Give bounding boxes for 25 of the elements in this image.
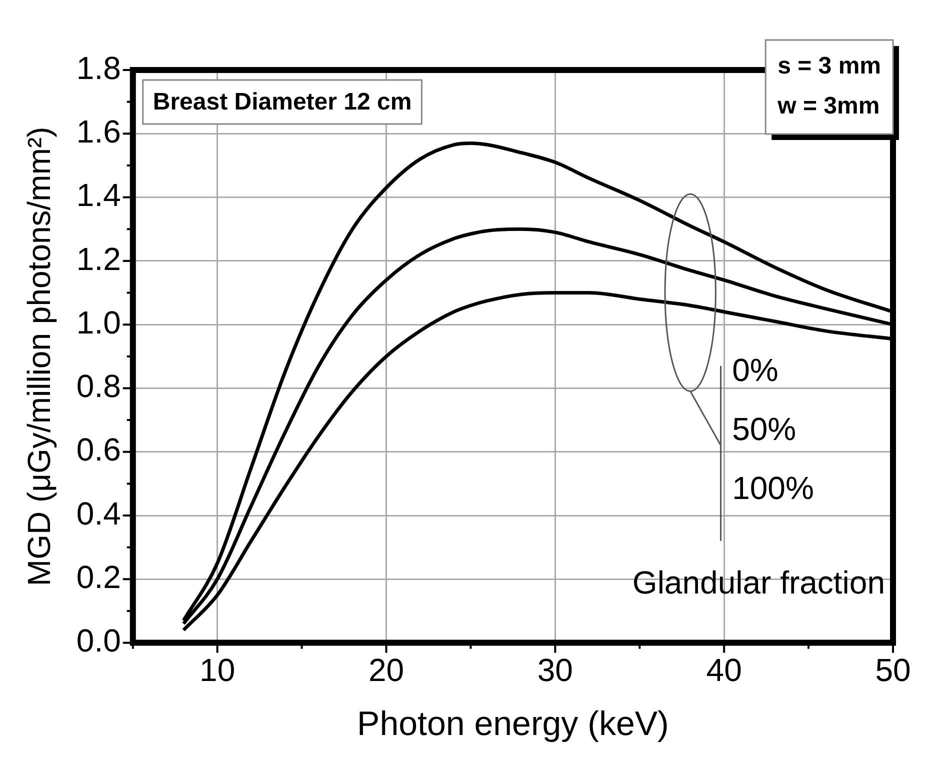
y-axis-title: MGD (μGy/million photons/mm²)	[21, 126, 58, 586]
y-tick-label: 1.0	[76, 304, 121, 340]
y-tick-label: 0.8	[76, 368, 121, 404]
x-tick-label: 50	[875, 652, 911, 688]
annotation: s = 3 mm	[778, 52, 882, 80]
annotation: Glandular fraction	[632, 564, 885, 601]
annotation: 50%	[732, 411, 796, 448]
y-tick-label: 1.4	[76, 177, 121, 214]
annotation: Breast Diameter 12 cm	[152, 88, 412, 116]
y-tick-label: 1.8	[76, 50, 121, 86]
y-tick-label: 0.0	[76, 622, 121, 659]
line-series	[182, 141, 893, 622]
y-tick-label: 1.6	[76, 113, 121, 150]
x-tick-label: 30	[537, 652, 573, 688]
x-tick-label: 20	[368, 652, 404, 688]
x-axis-title: Photon energy (keV)	[357, 704, 669, 743]
x-tick-label: 10	[200, 652, 236, 688]
annotation: 0%	[732, 352, 778, 388]
annotation: 100%	[732, 470, 814, 506]
y-tick-label: 0.2	[76, 558, 121, 595]
y-tick-label: 1.2	[76, 240, 121, 277]
y-tick-label: 0.6	[76, 432, 121, 468]
annotation: w = 3mm	[776, 92, 880, 120]
x-tick-label: 40	[706, 652, 742, 688]
y-tick-label: 0.4	[76, 495, 121, 532]
